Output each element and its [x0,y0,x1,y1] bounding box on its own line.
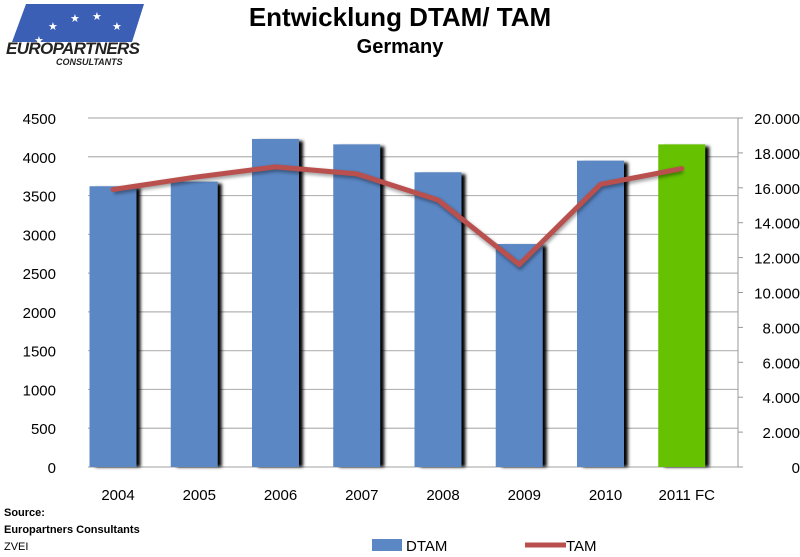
legend-label-tam: TAM [566,538,597,555]
svg-text:★: ★ [34,34,44,47]
bar [577,160,624,467]
right-axis-tick-label: 20.000 [754,111,800,128]
svg-text:★: ★ [92,10,102,23]
bar [658,144,706,467]
right-axis-tick-label: 18.000 [754,146,800,163]
bar [414,172,462,468]
left-axis-tick-label: 2000 [23,305,56,322]
right-axis-tick-label: 10.000 [754,286,800,303]
x-axis-tick-label: 2009 [508,487,541,504]
left-axis-tick-label: 1500 [23,344,56,361]
x-axis-tick-label: 2011 FC [659,487,716,504]
europartners-logo: ★ ★ ★ ★ ★ EUROPARTNERS CONSULTANTS [6,4,144,66]
legend-swatch-dtam [372,539,402,551]
right-axis-tick-label: 14.000 [754,216,800,233]
x-axis-tick-label: 2006 [264,487,297,504]
left-axis-tick-label: 1000 [23,382,56,399]
right-axis-tick-label: 4.000 [762,390,800,407]
svg-text:EUROPARTNERS: EUROPARTNERS [6,39,141,58]
right-axis-tick-label: 16.000 [754,181,800,198]
x-axis-tick-label: 2007 [345,487,378,504]
bar [170,181,218,467]
left-axis-tick-label: 3500 [23,189,56,206]
right-axis-tick-label: 0 [792,460,800,477]
bar [333,144,381,467]
legend: DTAM TAM [372,538,597,555]
svg-text:★: ★ [112,20,122,33]
left-axis-tick-label: 2500 [23,266,56,283]
x-axis-tick-label: 2010 [589,487,622,504]
left-axis-tick-label: 0 [48,460,56,477]
x-axis-tick-label: 2004 [101,487,134,504]
tam-line [110,164,685,268]
left-axis-tick-label: 500 [31,421,56,438]
source-line: ZVEI [4,541,29,553]
right-axis-tick-label: 8.000 [762,320,800,337]
x-axis-tick-label: 2008 [426,487,459,504]
left-axis-tick-label: 3000 [23,227,56,244]
source-line: Europartners Consultants [4,524,140,536]
chart-title: Entwicklung DTAM/ TAM [248,2,552,32]
source-label: Source: [4,507,45,519]
right-axis-tick-label: 12.000 [754,251,800,268]
right-axis-tick-label: 2.000 [762,425,800,442]
svg-text:★: ★ [70,12,80,25]
x-axis-tick-label: 2005 [183,487,216,504]
svg-text:CONSULTANTS: CONSULTANTS [56,57,123,66]
bar [495,244,543,467]
svg-text:★: ★ [48,20,58,33]
bar [89,186,137,467]
left-axis-tick-label: 4000 [23,150,56,167]
chart-subtitle: Germany [356,36,444,58]
left-axis-tick-label: 4500 [23,111,56,128]
legend-label-dtam: DTAM [406,538,447,555]
bar [252,138,299,467]
right-axis-tick-label: 6.000 [762,355,800,372]
